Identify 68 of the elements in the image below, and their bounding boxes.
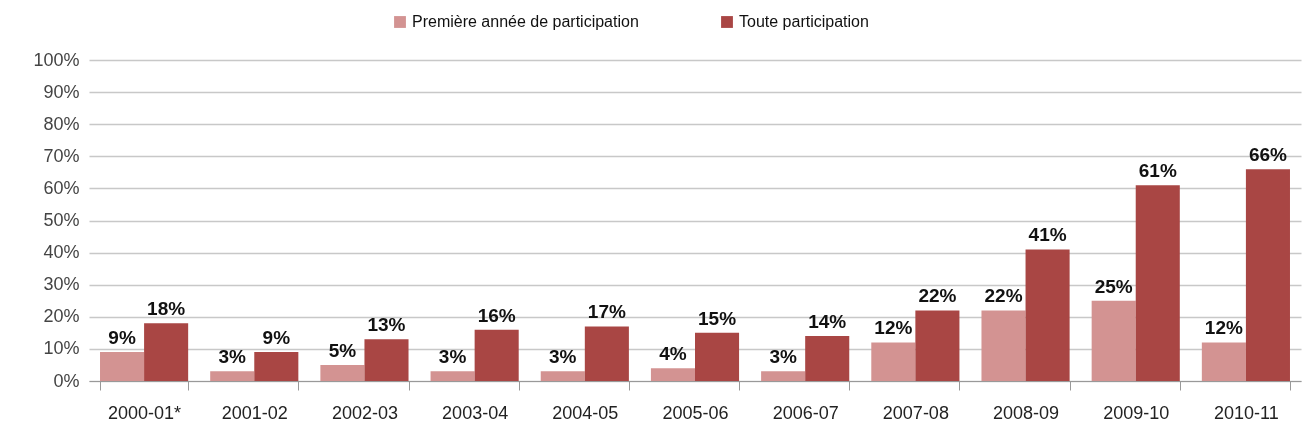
x-tick-label: 2009-10 <box>1103 402 1170 423</box>
data-label: 18% <box>147 298 186 320</box>
x-tick-label: 2007-08 <box>882 402 949 423</box>
data-label: 4% <box>659 343 687 365</box>
y-tick-label: 0% <box>53 370 80 391</box>
y-tick-label: 30% <box>43 274 80 295</box>
y-tick-label: 90% <box>43 81 80 102</box>
bar <box>144 323 189 381</box>
data-label: 66% <box>1248 144 1288 166</box>
x-tick-label: 2006-07 <box>772 402 839 423</box>
data-label: 9% <box>262 327 291 349</box>
data-label: 25% <box>1094 275 1133 297</box>
x-tick-label: 2001-02 <box>221 402 288 423</box>
y-tick-label: 10% <box>43 338 80 359</box>
bar <box>695 332 740 381</box>
data-label: 14% <box>808 311 847 333</box>
bar <box>100 352 145 381</box>
bar <box>320 364 365 381</box>
bar <box>1135 185 1180 381</box>
data-label: 5% <box>328 339 357 361</box>
x-tick-label: 2003-04 <box>442 402 509 423</box>
x-tick-label: 2005-06 <box>662 402 729 423</box>
bar <box>1091 300 1136 381</box>
x-tick-label: 2008-09 <box>993 402 1060 423</box>
y-tick-label: 60% <box>43 177 80 198</box>
y-tick-label: 50% <box>43 210 80 230</box>
data-label: 3% <box>549 346 577 368</box>
bar <box>584 326 629 381</box>
bar <box>981 310 1026 381</box>
y-tick-label: 100% <box>33 49 80 70</box>
bar <box>364 339 409 381</box>
bar <box>1201 342 1246 381</box>
x-tick-label: 2002-03 <box>331 402 398 423</box>
bar <box>761 371 806 381</box>
data-label: 17% <box>587 301 626 323</box>
data-label: 41% <box>1028 224 1067 246</box>
y-tick-label: 40% <box>43 242 80 263</box>
data-label: 12% <box>874 317 913 339</box>
data-label: 12% <box>1204 317 1243 339</box>
data-label: 3% <box>438 346 467 368</box>
bar <box>430 371 475 381</box>
data-label: 15% <box>698 307 737 329</box>
bar <box>650 368 695 381</box>
data-label: 22% <box>918 285 957 307</box>
data-label: 22% <box>984 285 1023 307</box>
data-label: 3% <box>218 346 247 368</box>
y-tick-label: 20% <box>43 306 80 327</box>
y-tick-label: 70% <box>43 145 80 166</box>
bar <box>1245 169 1290 381</box>
legend-label: Première année de participation <box>412 13 639 30</box>
bar <box>805 336 850 381</box>
bar <box>474 329 519 381</box>
bar <box>210 371 255 381</box>
bar <box>915 310 960 381</box>
data-label: 3% <box>769 346 797 368</box>
data-label: 13% <box>367 314 406 336</box>
legend-label: Toute participation <box>739 13 869 30</box>
x-tick-label: 2010-11 <box>1214 402 1279 423</box>
data-label: 61% <box>1138 160 1177 182</box>
x-tick-label: 2004-05 <box>552 402 619 423</box>
data-label: 16% <box>477 304 516 326</box>
bar <box>254 352 299 381</box>
x-tick-label: 2000-01* <box>108 402 182 423</box>
data-label: 9% <box>108 327 136 349</box>
bar <box>1025 249 1070 381</box>
bar <box>540 371 585 381</box>
y-tick-label: 80% <box>43 113 80 134</box>
bar <box>871 342 916 381</box>
